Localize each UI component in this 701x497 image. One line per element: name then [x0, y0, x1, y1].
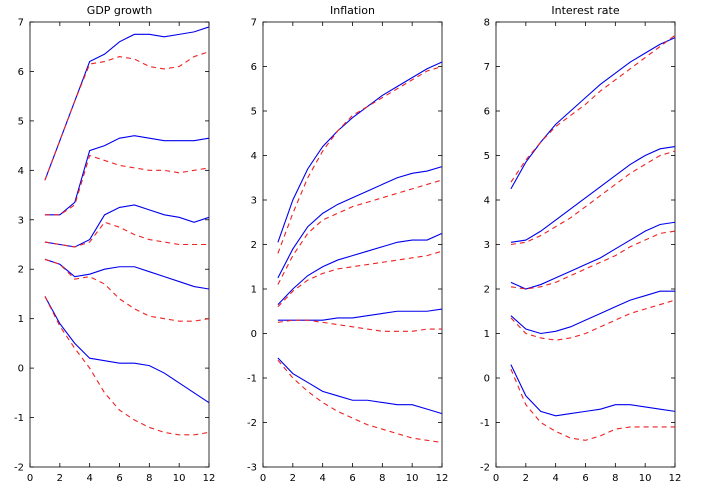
series-upper2-blue	[44, 26, 210, 181]
chart-title: GDP growth	[87, 4, 152, 17]
series-median-blue	[510, 221, 676, 290]
y-tick-label: 4	[18, 166, 24, 177]
x-tick-label: 12	[203, 473, 216, 484]
series-upper1-red	[277, 179, 443, 285]
series-upper2-red	[510, 34, 676, 183]
series-lower1-red	[277, 319, 442, 332]
y-tick-label: 4	[484, 196, 490, 207]
chart-panel-interest-rate: Interest rate 0 2 4 6 8 10 12 -2 -1 0 1 2 3 4 5 6 7 8	[466, 0, 699, 497]
series-upper1-red	[44, 154, 210, 216]
series-median-red	[510, 230, 676, 290]
series-lower1-red	[510, 299, 676, 341]
series-lower1-blue	[44, 258, 210, 290]
chart-panel-inflation: Inflation 0 2 4 6 8 10 12 -3 -2 -1 0 1 2 3 4 5 6 7	[233, 0, 466, 497]
y-tick-label: 3	[484, 240, 490, 251]
x-tick-label: 4	[552, 473, 558, 484]
series-median-blue	[44, 204, 210, 248]
y-tick-label: 2	[18, 265, 24, 276]
y-tick-label: 0	[251, 329, 257, 340]
series-lower1-blue	[277, 308, 443, 321]
y-tick-label: -1	[247, 374, 257, 385]
series-upper1-blue	[510, 146, 676, 243]
y-tick-label: 7	[18, 18, 24, 29]
y-tick-label: 2	[251, 240, 257, 251]
y-tick-label: 3	[18, 215, 24, 226]
series-upper1-blue	[44, 135, 210, 216]
x-tick-label: 2	[57, 473, 63, 484]
plot-box	[495, 21, 676, 468]
series-lower2-blue	[277, 357, 443, 415]
x-tick-label: 0	[27, 473, 33, 484]
x-tick-label: 6	[349, 473, 355, 484]
y-tick-label: 5	[18, 116, 24, 127]
y-tick-label: 7	[484, 62, 490, 73]
y-tick-label: 4	[251, 151, 257, 162]
y-tick-label: 1	[484, 329, 490, 340]
y-tick-label: -2	[247, 418, 257, 429]
y-tick-label: 5	[484, 151, 490, 162]
x-tick-label: 12	[436, 473, 449, 484]
y-tick-label: 1	[18, 314, 24, 325]
series-upper2-red	[277, 65, 443, 254]
y-tick-label: 6	[251, 62, 257, 73]
x-tick-label: 8	[146, 473, 152, 484]
series-lower2-red	[277, 359, 443, 444]
y-tick-label: 6	[484, 107, 490, 118]
x-tick-label: 0	[260, 473, 266, 484]
y-tick-label: -1	[480, 418, 490, 429]
x-tick-label: 2	[290, 473, 296, 484]
series-lower1-red	[44, 258, 210, 322]
x-tick-label: 8	[612, 473, 618, 484]
series-upper1-red	[510, 150, 676, 246]
series-upper2-red	[44, 51, 210, 181]
series-median-red	[44, 221, 209, 248]
x-tick-label: 12	[669, 473, 682, 484]
series-upper1-blue	[277, 166, 443, 279]
y-tick-label: 1	[251, 285, 257, 296]
chart-title: Interest rate	[551, 4, 619, 17]
x-tick-label: 6	[582, 473, 588, 484]
x-tick-label: 2	[523, 473, 529, 484]
series-upper2-blue	[510, 37, 676, 190]
y-tick-label: -3	[247, 463, 257, 474]
series-median-red	[277, 250, 443, 308]
series-lower2-blue	[510, 364, 676, 417]
series-lower2-red	[44, 296, 210, 436]
series-lower1-blue	[510, 290, 675, 335]
x-tick-label: 10	[639, 473, 652, 484]
x-tick-label: 6	[116, 473, 122, 484]
chart-panel-gdp-growth: GDP growth 0 2 4 6 8 10 12 -2 -1 0 1 2 3 4 5 6 7	[0, 0, 233, 497]
series-lower2-red	[510, 368, 675, 441]
y-tick-label: 3	[251, 196, 257, 207]
y-tick-label: 2	[484, 285, 490, 296]
y-tick-label: 0	[18, 364, 24, 375]
y-tick-label: 6	[18, 67, 24, 78]
y-tick-label: -2	[480, 463, 490, 474]
x-tick-label: 8	[379, 473, 385, 484]
series-lower2-blue	[44, 296, 210, 404]
y-tick-label: 5	[251, 107, 257, 118]
y-tick-label: 8	[484, 18, 490, 29]
y-tick-label: -1	[14, 413, 24, 424]
y-tick-label: 0	[484, 374, 490, 385]
y-tick-label: -2	[14, 463, 24, 474]
x-tick-label: 4	[319, 473, 325, 484]
x-tick-label: 0	[493, 473, 499, 484]
x-tick-label: 10	[406, 473, 419, 484]
x-tick-label: 10	[173, 473, 186, 484]
y-tick-label: 7	[251, 18, 257, 29]
chart-title: Inflation	[330, 4, 375, 17]
x-tick-label: 4	[86, 473, 92, 484]
series-median-blue	[277, 232, 443, 305]
series-upper2-blue	[277, 61, 443, 243]
